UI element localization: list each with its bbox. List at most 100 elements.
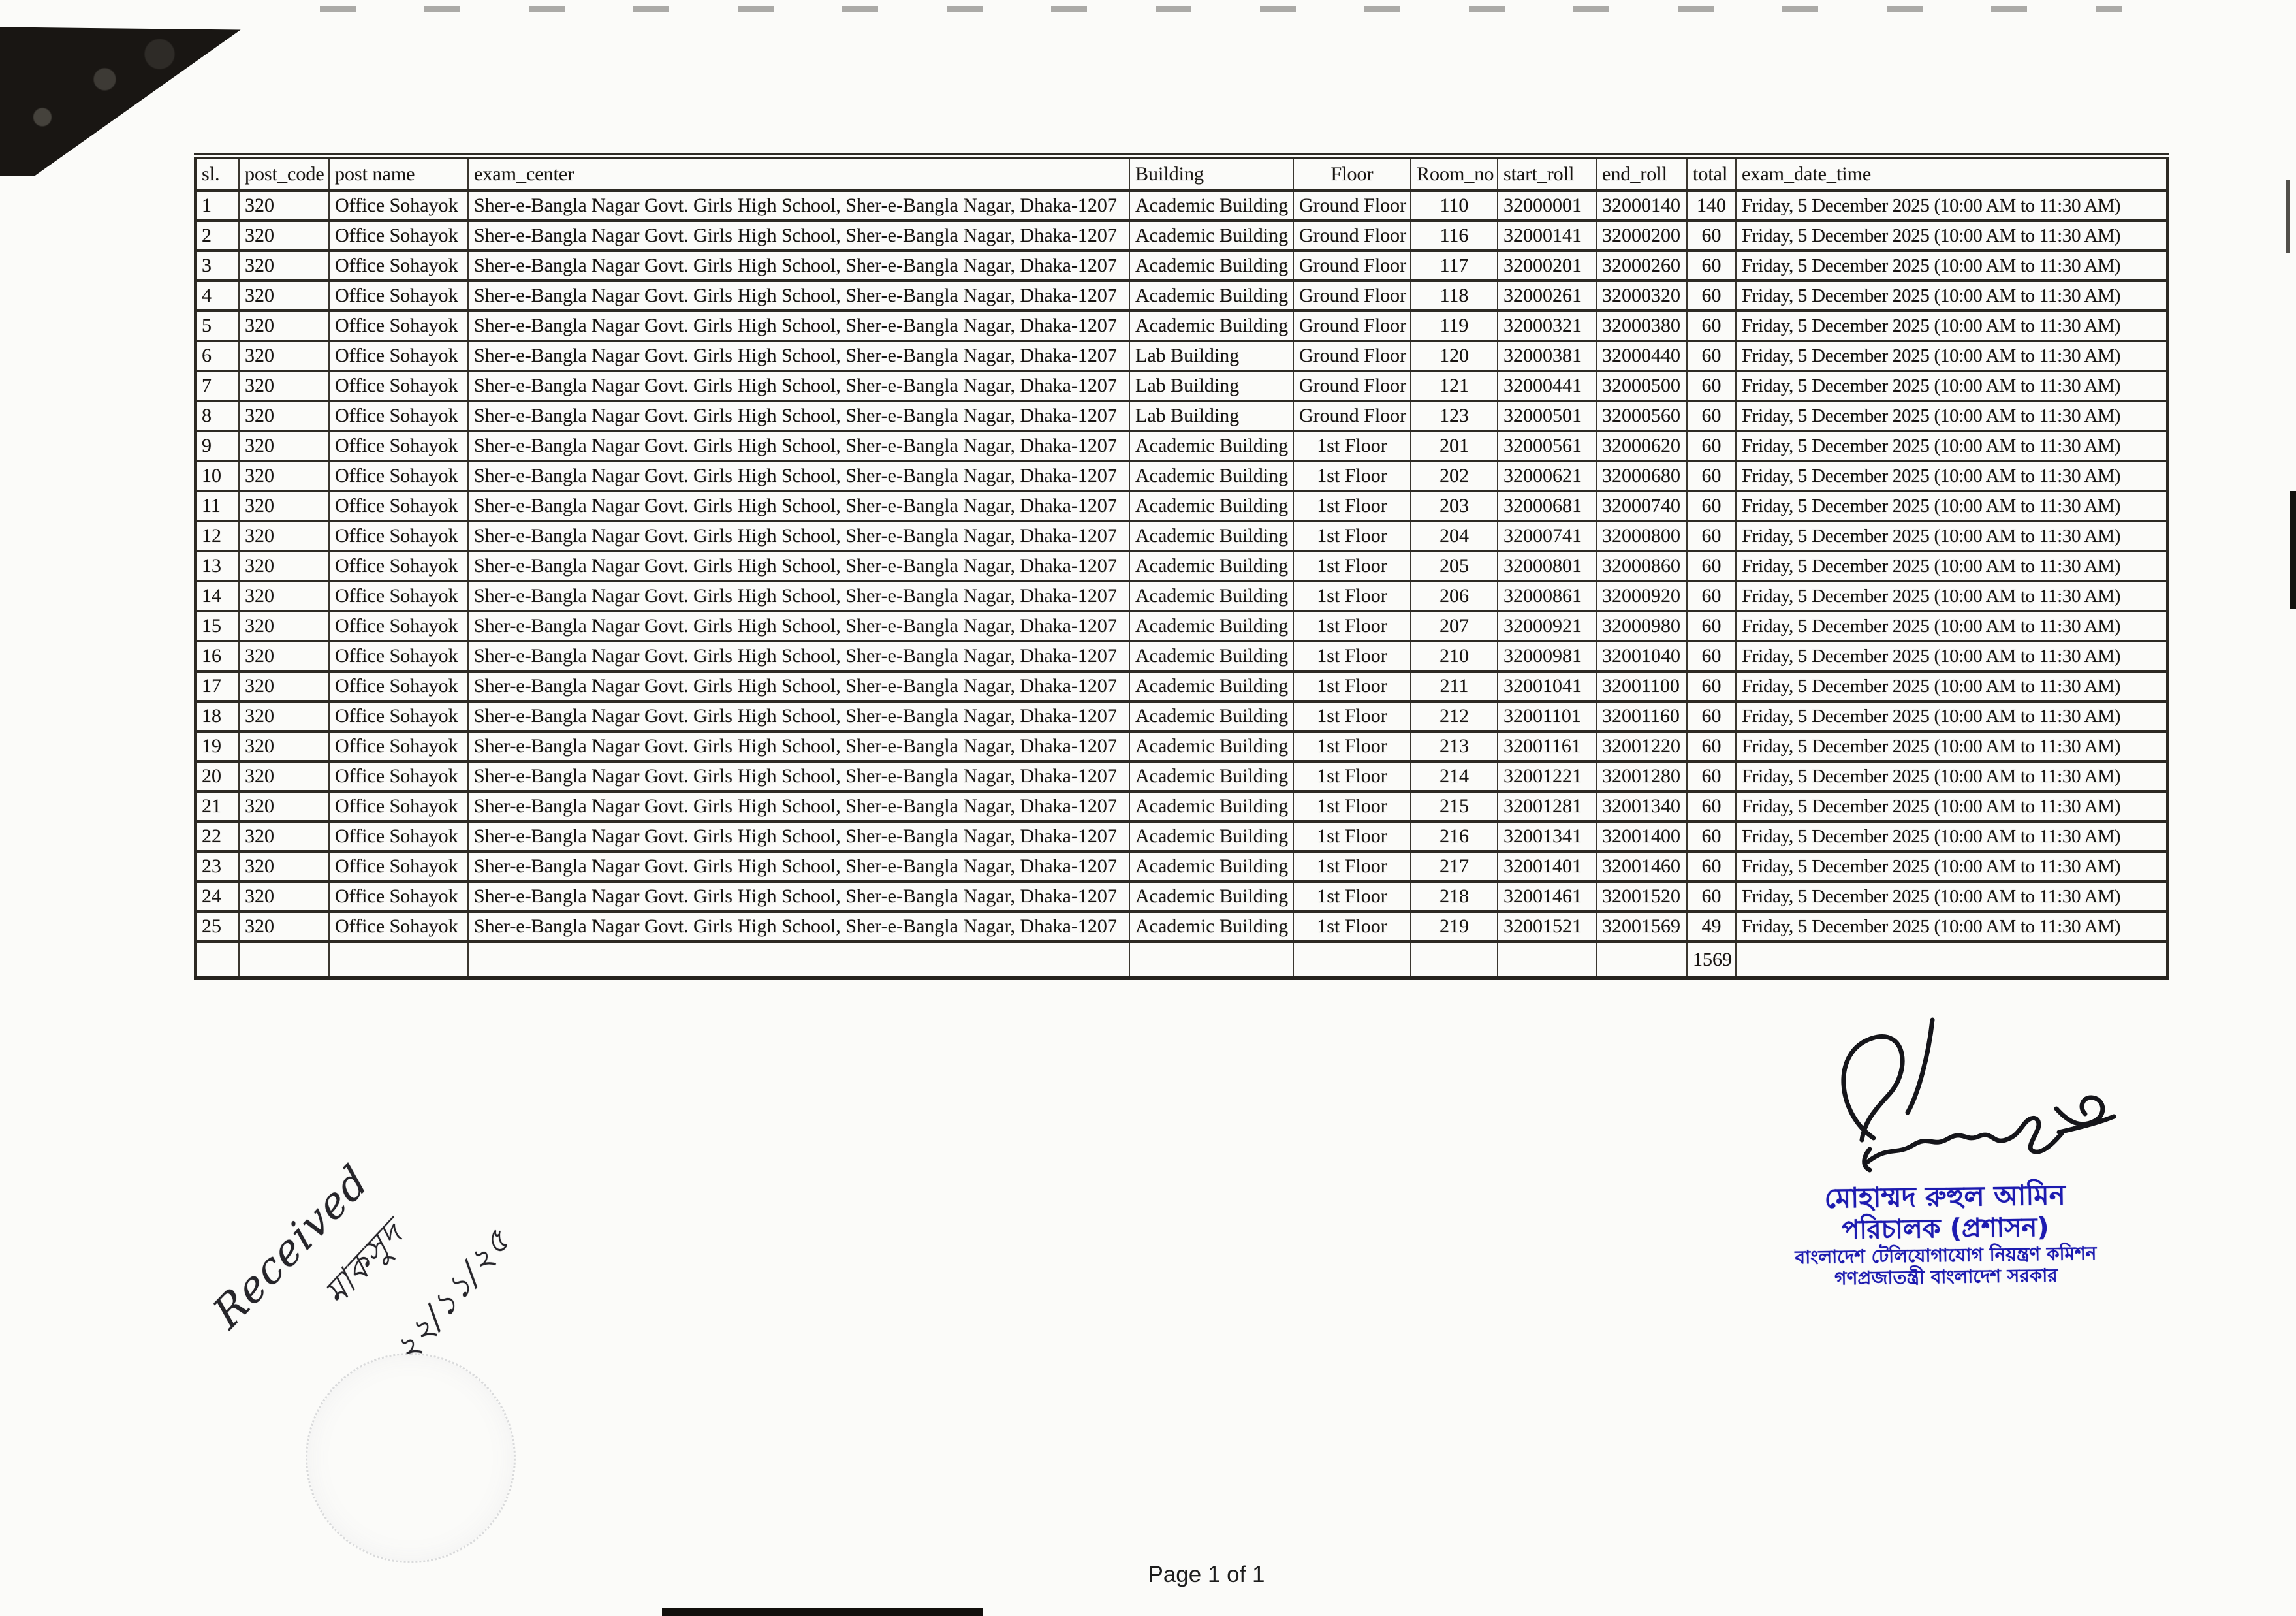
signature-ink	[1841, 1017, 2116, 1173]
table-cell: Ground Floor	[1293, 340, 1411, 372]
table-cell: 60	[1686, 550, 1737, 582]
table-cell: Friday, 5 December 2025 (10:00 AM to 11:…	[1735, 520, 2168, 552]
table-cell: 32001160	[1596, 700, 1688, 733]
table-cell: Office Sohayok	[328, 670, 469, 703]
table-cell: 320	[238, 490, 330, 522]
table-cell: Academic Building	[1129, 880, 1294, 913]
table-cell: 9	[195, 430, 240, 462]
table-cell: Friday, 5 December 2025 (10:00 AM to 11:…	[1735, 219, 2168, 252]
table-cell: Friday, 5 December 2025 (10:00 AM to 11:…	[1735, 790, 2168, 823]
table-cell: Office Sohayok	[328, 610, 469, 642]
scan-bottom-bar-artifact	[662, 1608, 983, 1616]
table-cell: 60	[1686, 460, 1737, 492]
column-header: sl.	[195, 153, 240, 192]
table-cell: 60	[1686, 820, 1737, 853]
table-cell: 32001520	[1596, 880, 1688, 913]
table-cell: 118	[1410, 279, 1498, 312]
table-cell: 32001569	[1596, 910, 1688, 943]
table-cell: Friday, 5 December 2025 (10:00 AM to 11:…	[1735, 850, 2168, 883]
page-number-label: Page 1 of 1	[1148, 1562, 1265, 1587]
table-row: 2 320 Office Sohayok Sher-e-Bangla Nagar Go…	[195, 219, 2168, 252]
table-cell: 25	[195, 910, 240, 943]
table-cell: 1st Floor	[1293, 580, 1411, 612]
table-cell: 18	[195, 700, 240, 733]
table-cell: 60	[1686, 850, 1737, 883]
table-cell: Office Sohayok	[328, 520, 469, 552]
table-cell: Friday, 5 December 2025 (10:00 AM to 11:…	[1735, 580, 2168, 612]
table-cell: Sher-e-Bangla Nagar Govt. Girls High Sch…	[467, 790, 1130, 823]
table-cell: 32000800	[1596, 520, 1688, 552]
table-cell: Lab Building	[1129, 400, 1294, 432]
table-cell: Academic Building	[1129, 189, 1294, 222]
table-cell: Sher-e-Bangla Nagar Govt. Girls High Sch…	[467, 490, 1130, 522]
table-cell: Office Sohayok	[328, 790, 469, 823]
table-cell: Sher-e-Bangla Nagar Govt. Girls High Sch…	[467, 340, 1130, 372]
table-cell: Office Sohayok	[328, 309, 469, 342]
table-cell: 1st Floor	[1293, 700, 1411, 733]
table-cell: Office Sohayok	[328, 279, 469, 312]
table-cell: 32000860	[1596, 550, 1688, 582]
table-cell: 32000561	[1497, 430, 1597, 462]
table-cell: Ground Floor	[1293, 400, 1411, 432]
scan-right-edge-bar-artifact	[2290, 491, 2296, 609]
table-cell: Friday, 5 December 2025 (10:00 AM to 11:…	[1735, 550, 2168, 582]
table-cell: 32000740	[1596, 490, 1688, 522]
table-cell: Ground Floor	[1293, 370, 1411, 402]
table-cell: 32001221	[1497, 760, 1597, 793]
table-cell: Sher-e-Bangla Nagar Govt. Girls High Sch…	[467, 189, 1130, 222]
column-header: start_roll	[1497, 153, 1597, 192]
table-cell: 320	[238, 640, 330, 673]
table-cell: Friday, 5 December 2025 (10:00 AM to 11:…	[1735, 610, 2168, 642]
column-header: post name	[328, 153, 469, 192]
table-cell: Ground Floor	[1293, 189, 1411, 222]
table-cell: Sher-e-Bangla Nagar Govt. Girls High Sch…	[467, 760, 1130, 793]
table-cell: 14	[195, 580, 240, 612]
table-cell: 320	[238, 550, 330, 582]
table-cell: Sher-e-Bangla Nagar Govt. Girls High Sch…	[467, 640, 1130, 673]
table-cell: Sher-e-Bangla Nagar Govt. Girls High Sch…	[467, 520, 1130, 552]
table-cell: 60	[1686, 640, 1737, 673]
table-cell: 320	[238, 820, 330, 853]
table-row: 6 320 Office Sohayok Sher-e-Bangla Nagar Go…	[195, 340, 2168, 372]
table-total-row: 1569	[195, 940, 2168, 980]
table-cell: Academic Building	[1129, 279, 1294, 312]
table-cell: Friday, 5 December 2025 (10:00 AM to 11:…	[1735, 189, 2168, 222]
table-cell: 202	[1410, 460, 1498, 492]
table-cell: Academic Building	[1129, 790, 1294, 823]
table-cell: 11	[195, 490, 240, 522]
table-cell: Office Sohayok	[328, 700, 469, 733]
table-cell: Friday, 5 December 2025 (10:00 AM to 11:…	[1735, 370, 2168, 402]
table-cell: Academic Building	[1129, 520, 1294, 552]
table-cell: 212	[1410, 700, 1498, 733]
table-cell: Academic Building	[1129, 910, 1294, 943]
table-row: 5 320 Office Sohayok Sher-e-Bangla Nagar Go…	[195, 309, 2168, 342]
table-row: 15 320 Office Sohayok Sher-e-Bangla Nagar G…	[195, 610, 2168, 642]
table-cell: 60	[1686, 790, 1737, 823]
table-cell: 320	[238, 700, 330, 733]
table-cell: 22	[195, 820, 240, 853]
table-cell: Sher-e-Bangla Nagar Govt. Girls High Sch…	[467, 910, 1130, 943]
table-cell: 1st Floor	[1293, 460, 1411, 492]
table-cell: 320	[238, 910, 330, 943]
table-cell: 32001101	[1497, 700, 1597, 733]
table-cell: 320	[238, 520, 330, 552]
table-cell: Sher-e-Bangla Nagar Govt. Girls High Sch…	[467, 279, 1130, 312]
table-cell: 5	[195, 309, 240, 342]
table-cell: 60	[1686, 520, 1737, 552]
table-cell: Academic Building	[1129, 249, 1294, 282]
table-cell: 217	[1410, 850, 1498, 883]
table-cell: Sher-e-Bangla Nagar Govt. Girls High Sch…	[467, 550, 1130, 582]
table-cell: Office Sohayok	[328, 189, 469, 222]
table-cell: 1st Floor	[1293, 490, 1411, 522]
table-cell: Friday, 5 December 2025 (10:00 AM to 11:…	[1735, 490, 2168, 522]
empty-cell	[1596, 940, 1688, 980]
table-cell: 218	[1410, 880, 1498, 913]
table-cell: 60	[1686, 880, 1737, 913]
table-cell: 8	[195, 400, 240, 432]
table-cell: 32000980	[1596, 610, 1688, 642]
column-header: post_code	[238, 153, 330, 192]
table-cell: Sher-e-Bangla Nagar Govt. Girls High Sch…	[467, 219, 1130, 252]
table-cell: 32000501	[1497, 400, 1597, 432]
table-cell: 60	[1686, 580, 1737, 612]
table-cell: 60	[1686, 610, 1737, 642]
